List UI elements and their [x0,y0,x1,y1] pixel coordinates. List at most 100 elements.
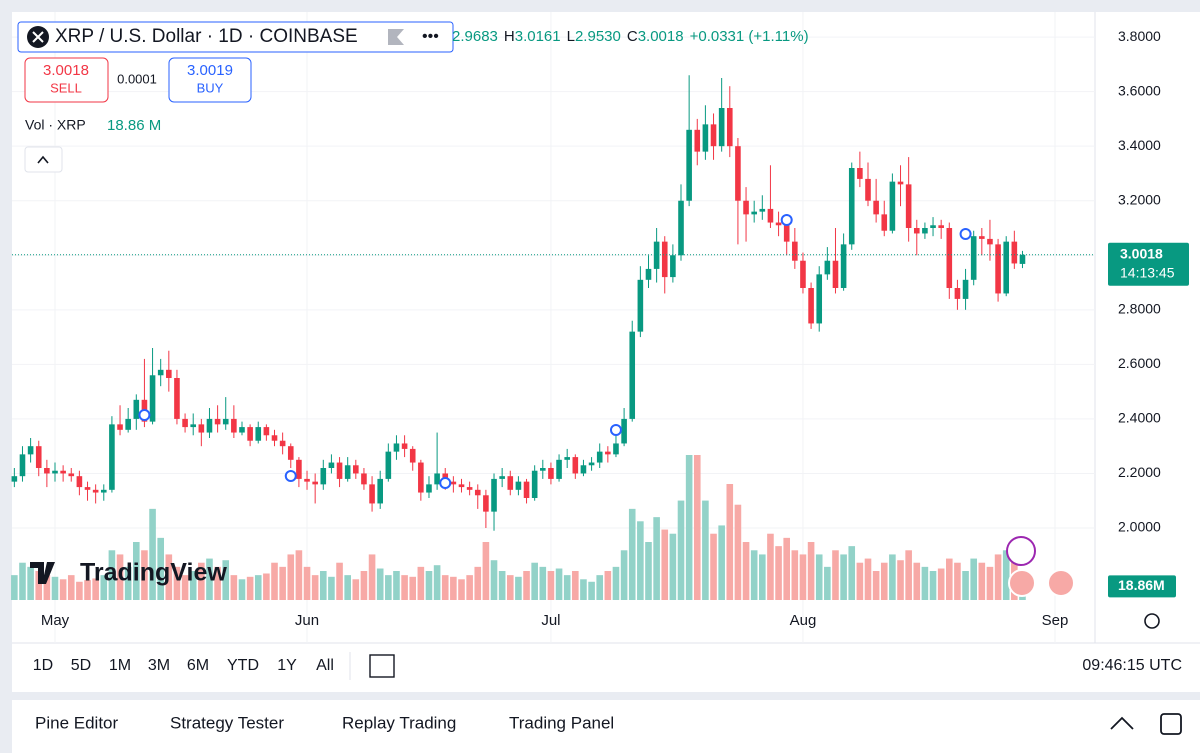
collapse-panel[interactable] [1110,716,1134,730]
volume-bar [742,542,750,600]
candle-body [767,208,774,223]
more-icon[interactable]: ••• [422,28,439,45]
event-flag[interactable] [1047,569,1075,597]
candle-body [873,200,879,215]
volume-bar [385,575,392,600]
volume-bar [685,455,693,600]
symbol-box[interactable] [17,21,454,53]
volume-bar [970,558,977,600]
buy-button[interactable] [168,57,252,103]
event-marker[interactable] [138,409,151,421]
event-marker[interactable] [284,470,297,482]
candle-body [418,462,424,493]
event-marker[interactable] [609,424,622,436]
range-button[interactable]: All [316,657,334,674]
volume-bar [547,571,555,600]
range-button[interactable]: 1D [33,657,53,674]
candle-body [515,481,522,490]
maximize-panel[interactable] [1160,713,1182,735]
candle-body [239,427,245,433]
volume-bar [214,566,221,600]
candle-body [320,468,327,485]
candle-body [247,427,253,441]
candle-body [588,462,595,466]
candle-body [1003,241,1010,294]
candle-body [52,470,58,474]
event-flag[interactable] [1008,569,1036,597]
candle-body [68,473,75,477]
candle-body [19,454,26,477]
candle-body [328,462,335,468]
panel-tab[interactable]: Trading Panel [509,713,614,732]
range-button[interactable]: 1Y [277,657,297,674]
range-button[interactable]: 6M [187,657,209,674]
volume-bar [149,508,156,600]
volume-bar [141,550,148,600]
candle-body [450,481,457,485]
x-tick-label: Sep [1042,612,1069,629]
buy-price: 3.0019 [187,62,233,79]
volume-bar [441,575,449,600]
volume-bar [531,562,538,600]
candle-body [466,487,473,490]
candle-body [605,451,611,455]
volume-bar [718,525,725,600]
volume-bar [92,578,99,600]
candle-body [182,418,188,428]
y-tick-label: 3.6000 [1118,82,1161,98]
candle-body [889,181,896,231]
volume-bar [506,575,514,600]
volume-bar [872,571,880,600]
candle-body [499,476,505,479]
candle-body [694,129,701,152]
tab-panel [12,700,1200,753]
volume-bar [108,550,116,600]
date-range-icon[interactable] [369,654,395,678]
sell-button[interactable] [24,57,109,103]
symbol-icon-x [32,31,44,43]
logo: TradingView [80,559,227,587]
candle-body [92,489,99,493]
volume-label-box [1108,575,1176,598]
candle-body [913,228,920,234]
candle-body [995,244,1001,294]
range-button[interactable]: YTD [227,657,259,674]
candle-body [206,418,213,433]
event-marker[interactable] [959,228,972,240]
candle-body [987,238,993,245]
candle-body [686,129,692,201]
range-button[interactable]: 5D [71,657,91,674]
volume-bar [905,550,912,600]
event-marker[interactable] [780,214,793,226]
volume-bar [856,562,864,600]
range-button[interactable]: 3M [148,657,170,674]
candle-body [76,476,83,488]
panel-tab[interactable]: Strategy Tester [170,713,284,732]
panel-tab[interactable]: Pine Editor [35,713,118,732]
volume-bar [693,455,701,600]
candle-body [629,331,636,419]
volume-bar [994,554,1002,600]
candle-body [174,378,180,419]
volume-bar [271,562,278,600]
candle-body [556,459,562,479]
candle-body [751,211,757,215]
y-tick-label: 2.4000 [1118,410,1161,426]
volume-bar [238,579,246,600]
volume-bar [702,500,709,600]
volume-bar [474,566,482,600]
candle-body [344,465,351,479]
candle-body [881,214,888,231]
volume-bar [181,575,189,600]
event-icon[interactable] [1006,536,1036,566]
settings-icon[interactable] [1144,613,1160,629]
flag-icon[interactable] [388,29,404,45]
event-marker[interactable] [439,477,452,489]
range-button[interactable]: 1M [109,657,131,674]
candle-body [792,241,798,261]
collapse-button[interactable] [24,146,63,173]
panel-tab[interactable]: Replay Trading [342,713,456,732]
volume-bar [165,554,173,600]
volume-bar [661,529,669,600]
candle-body [946,228,953,288]
